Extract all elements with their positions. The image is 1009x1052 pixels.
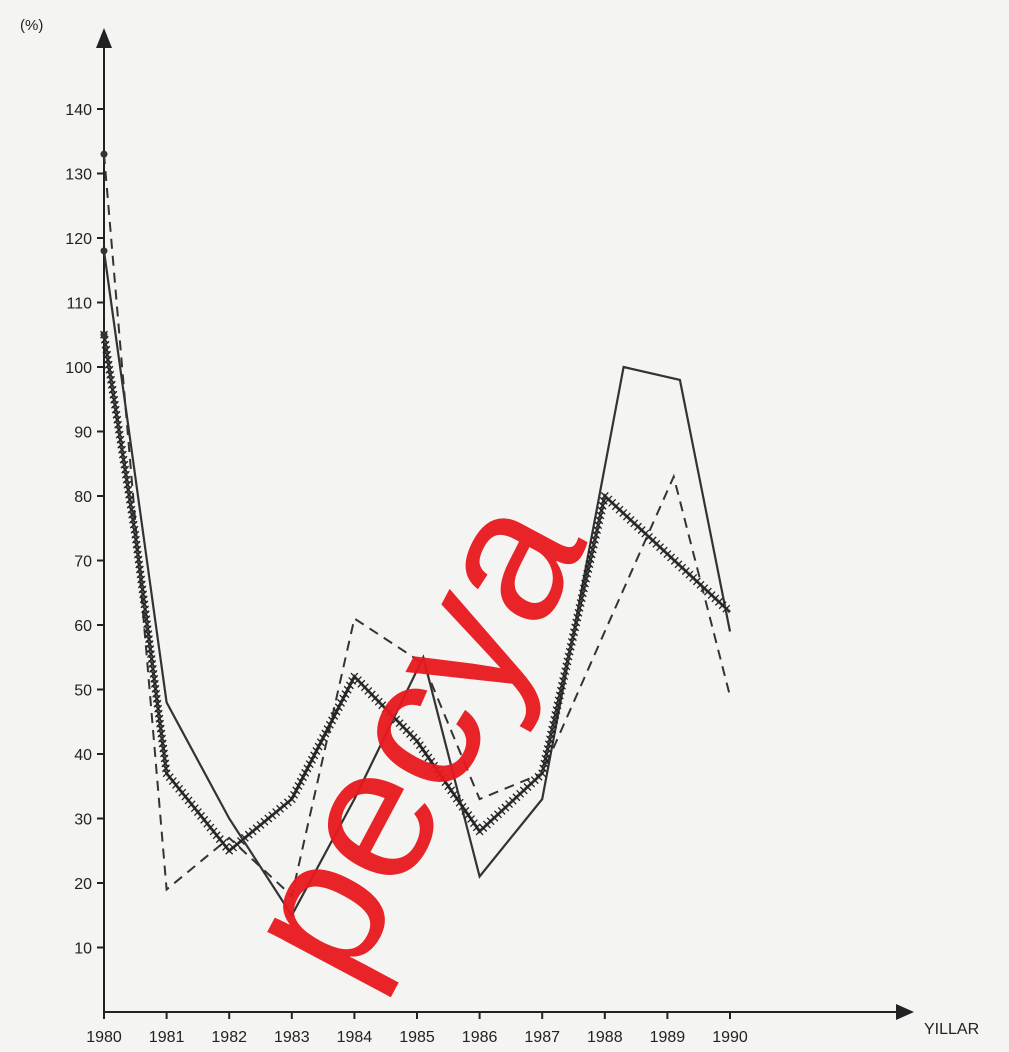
- x-marker: [330, 712, 339, 720]
- x-tick-label: 1981: [149, 1029, 185, 1046]
- x-marker: [337, 698, 345, 707]
- x-marker: [339, 694, 348, 703]
- y-tick-label: 50: [74, 683, 92, 700]
- y-tick-label: 130: [65, 167, 92, 184]
- x-marker: [334, 703, 343, 712]
- y-ticks: 10 20 30 40 50 60 70 80 90 100 110 120 130 140: [65, 102, 105, 958]
- x-marker: [438, 774, 447, 783]
- series-solid-line: [102, 250, 732, 918]
- x-marker: [345, 681, 354, 690]
- x-ticks: 1980 1981 1982 1983 1984 1985 1986 1987 1988 1989…: [86, 1011, 748, 1046]
- axes: (%) YILLAR: [20, 17, 979, 1038]
- x-marker: [290, 790, 298, 799]
- x-marker: [415, 741, 424, 750]
- x-marker: [418, 745, 427, 754]
- x-marker: [441, 778, 450, 787]
- x-marker: [316, 738, 325, 747]
- x-marker: [292, 786, 301, 795]
- y-tick-label: 30: [74, 812, 92, 829]
- x-axis-label: YILLAR: [924, 1021, 979, 1038]
- x-marker: [461, 806, 470, 815]
- x-tick-label: 1980: [86, 1029, 122, 1046]
- series-lines: [100, 150, 732, 918]
- series-x-markers: [100, 330, 731, 855]
- x-marker: [467, 815, 476, 824]
- x-tick-label: 1983: [274, 1029, 310, 1046]
- x-marker: [343, 685, 352, 694]
- x-marker: [452, 794, 461, 803]
- x-marker: [421, 749, 430, 758]
- x-tick-label: 1988: [587, 1029, 623, 1046]
- x-marker: [325, 720, 334, 729]
- x-marker: [444, 782, 453, 791]
- x-marker: [472, 823, 481, 832]
- x-marker: [287, 795, 296, 804]
- y-tick-label: 110: [66, 296, 92, 313]
- x-marker: [450, 790, 458, 799]
- x-marker: [299, 773, 307, 782]
- y-tick-label: 20: [74, 876, 92, 893]
- x-tick-label: 1989: [650, 1029, 686, 1046]
- series-start-point: [100, 247, 108, 255]
- x-marker: [447, 786, 456, 795]
- x-marker: [430, 761, 439, 770]
- x-tick-label: 1984: [337, 1029, 373, 1046]
- x-tick-label: 1985: [399, 1029, 435, 1046]
- y-tick-label: 80: [74, 489, 92, 506]
- x-marker: [314, 742, 323, 751]
- y-axis-arrow: [96, 28, 112, 48]
- x-tick-label: 1990: [712, 1029, 748, 1046]
- x-marker: [305, 760, 314, 769]
- series-start-point: [100, 331, 108, 339]
- y-tick-label: 70: [74, 554, 92, 571]
- series-start-point: [100, 150, 108, 158]
- x-marker: [455, 798, 464, 807]
- watermark-text: pecya: [199, 462, 624, 1009]
- x-marker: [294, 782, 303, 790]
- x-marker: [435, 769, 444, 778]
- x-marker: [464, 811, 473, 819]
- x-tick-label: 1987: [524, 1029, 560, 1046]
- x-marker: [328, 716, 337, 725]
- y-tick-label: 10: [74, 941, 92, 958]
- x-marker: [301, 768, 310, 777]
- x-marker: [332, 707, 341, 716]
- x-marker: [341, 690, 350, 699]
- x-marker: [312, 747, 321, 755]
- x-marker: [413, 737, 421, 746]
- y-tick-label: 140: [65, 102, 92, 119]
- x-marker: [319, 733, 328, 742]
- x-marker: [307, 755, 316, 764]
- x-axis-arrow: [896, 1004, 914, 1020]
- x-marker: [722, 604, 731, 613]
- y-axis-label: (%): [20, 17, 43, 34]
- y-tick-label: 90: [74, 425, 92, 442]
- x-marker: [321, 729, 330, 738]
- y-tick-label: 40: [74, 747, 92, 764]
- x-tick-label: 1982: [211, 1029, 247, 1046]
- x-marker: [310, 751, 319, 760]
- x-tick-label: 1986: [462, 1029, 498, 1046]
- x-marker: [458, 802, 467, 811]
- x-marker: [427, 757, 436, 766]
- x-marker: [469, 819, 478, 828]
- y-tick-label: 100: [65, 360, 92, 377]
- x-marker: [424, 753, 433, 762]
- y-tick-label: 120: [65, 231, 92, 248]
- x-marker: [323, 725, 332, 734]
- x-marker: [303, 764, 312, 773]
- x-marker: [432, 765, 441, 774]
- x-marker: [296, 777, 305, 786]
- y-tick-label: 60: [74, 618, 92, 635]
